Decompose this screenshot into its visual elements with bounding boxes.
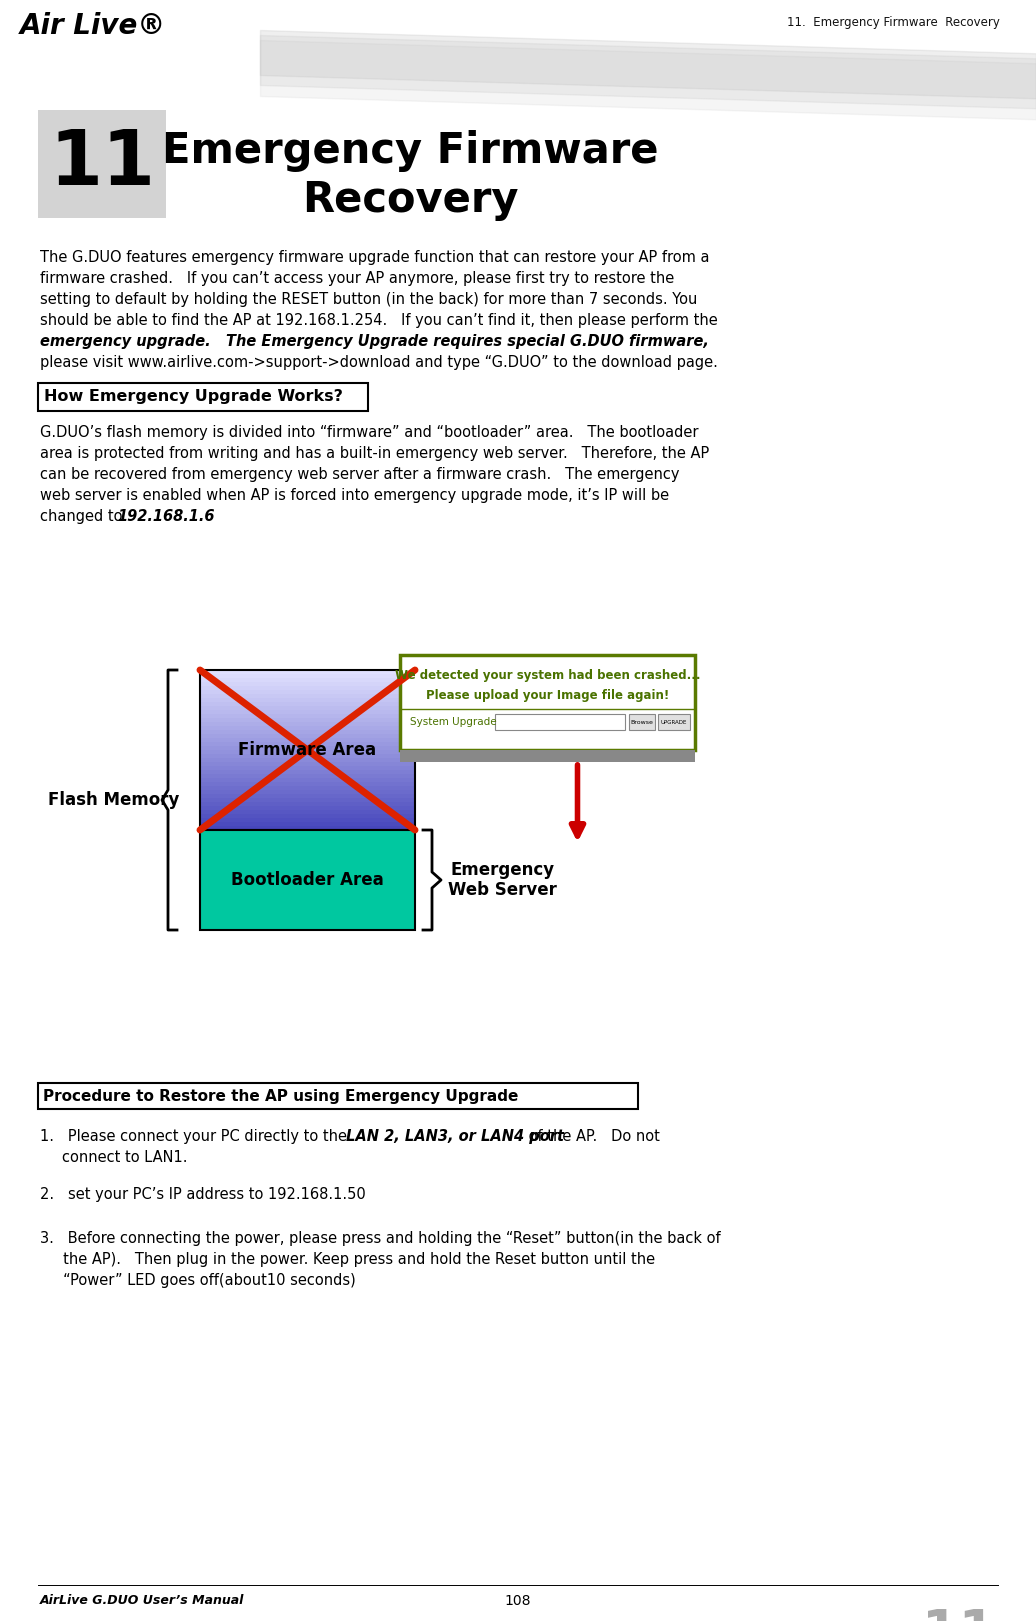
Text: UPGRADE: UPGRADE: [661, 720, 687, 725]
Bar: [200, 678, 415, 682]
Bar: [38, 110, 166, 217]
Bar: [200, 721, 415, 726]
Bar: [200, 798, 415, 802]
Bar: [200, 742, 415, 747]
Text: 3.   Before connecting the power, please press and holding the “Reset” button(in: 3. Before connecting the power, please p…: [40, 1230, 721, 1247]
Text: .: .: [192, 509, 197, 524]
Bar: [200, 830, 415, 930]
Text: 11: 11: [922, 1606, 996, 1621]
Text: LAN 2, LAN3, or LAN4 port: LAN 2, LAN3, or LAN4 port: [346, 1128, 564, 1144]
Text: Flash Memory: Flash Memory: [48, 791, 179, 809]
Text: Firmware Area: Firmware Area: [238, 741, 376, 759]
Bar: [200, 691, 415, 694]
Bar: [200, 822, 415, 827]
Bar: [38, 383, 368, 412]
Text: please visit www.airlive.com->support->download and type “G.DUO” to the download: please visit www.airlive.com->support->d…: [40, 355, 718, 370]
Text: Procedure to Restore the AP using Emergency Upgrade: Procedure to Restore the AP using Emerge…: [44, 1088, 518, 1104]
Text: 192.168.1.6: 192.168.1.6: [117, 509, 214, 524]
Bar: [200, 754, 415, 759]
Bar: [200, 762, 415, 767]
Bar: [629, 713, 655, 729]
Text: of the AP.   Do not: of the AP. Do not: [524, 1128, 660, 1144]
Text: Air Live®: Air Live®: [20, 11, 166, 41]
Bar: [200, 729, 415, 734]
Text: web server is enabled when AP is forced into emergency upgrade mode, it’s IP wil: web server is enabled when AP is forced …: [40, 488, 669, 503]
Bar: [400, 655, 695, 751]
Bar: [200, 707, 415, 710]
Text: The G.DUO features emergency firmware upgrade function that can restore your AP : The G.DUO features emergency firmware up…: [40, 250, 710, 264]
Bar: [400, 751, 695, 762]
Text: the AP).   Then plug in the power. Keep press and hold the Reset button until th: the AP). Then plug in the power. Keep pr…: [40, 1251, 655, 1268]
Bar: [200, 781, 415, 786]
Bar: [200, 770, 415, 775]
Bar: [200, 682, 415, 687]
Bar: [200, 699, 415, 702]
Bar: [200, 806, 415, 810]
Text: “Power” LED goes off(about10 seconds): “Power” LED goes off(about10 seconds): [40, 1272, 355, 1289]
Text: Please upload your Image file again!: Please upload your Image file again!: [426, 689, 669, 702]
Bar: [200, 694, 415, 699]
Bar: [200, 759, 415, 762]
Text: can be recovered from emergency web server after a firmware crash.   The emergen: can be recovered from emergency web serv…: [40, 467, 680, 481]
Bar: [200, 794, 415, 799]
Bar: [200, 814, 415, 819]
Text: should be able to find the AP at 192.168.1.254.   If you can’t find it, then ple: should be able to find the AP at 192.168…: [40, 313, 718, 327]
Text: Browse: Browse: [631, 720, 654, 725]
Bar: [200, 746, 415, 751]
Text: Emergency Firmware
Recovery: Emergency Firmware Recovery: [162, 130, 658, 220]
Text: AirLive G.DUO User’s Manual: AirLive G.DUO User’s Manual: [40, 1595, 244, 1608]
Text: 1.   Please connect your PC directly to the: 1. Please connect your PC directly to th…: [40, 1128, 351, 1144]
Bar: [200, 789, 415, 794]
Text: setting to default by holding the RESET button (in the back) for more than 7 sec: setting to default by holding the RESET …: [40, 292, 697, 306]
Bar: [200, 686, 415, 691]
Bar: [495, 713, 625, 729]
Bar: [200, 751, 415, 754]
Text: G.DUO’s flash memory is divided into “firmware” and “bootloader” area.   The boo: G.DUO’s flash memory is divided into “fi…: [40, 425, 698, 439]
Text: changed to: changed to: [40, 509, 127, 524]
Bar: [200, 669, 415, 830]
Bar: [200, 802, 415, 807]
Text: 11: 11: [49, 126, 155, 201]
Bar: [200, 726, 415, 731]
Bar: [200, 734, 415, 739]
Bar: [200, 810, 415, 814]
Text: We detected your system had been crashed...: We detected your system had been crashed…: [395, 668, 700, 681]
Text: connect to LAN1.: connect to LAN1.: [62, 1149, 188, 1165]
Bar: [200, 674, 415, 679]
Text: area is protected from writing and has a built-in emergency web server.   Theref: area is protected from writing and has a…: [40, 446, 710, 460]
Text: Emergency
Web Server: Emergency Web Server: [448, 861, 557, 900]
Bar: [200, 669, 415, 674]
Bar: [200, 773, 415, 778]
Bar: [38, 1083, 638, 1109]
Bar: [200, 767, 415, 770]
Bar: [200, 713, 415, 718]
Text: 11.  Emergency Firmware  Recovery: 11. Emergency Firmware Recovery: [787, 16, 1000, 29]
Text: Bootloader Area: Bootloader Area: [231, 870, 384, 888]
Bar: [200, 778, 415, 783]
Text: emergency upgrade.   The Emergency Upgrade requires special G.DUO firmware,: emergency upgrade. The Emergency Upgrade…: [40, 334, 709, 349]
Text: System Upgrade: System Upgrade: [410, 716, 496, 726]
Bar: [200, 718, 415, 723]
Bar: [658, 713, 690, 729]
Text: 108: 108: [505, 1593, 531, 1608]
Bar: [200, 738, 415, 742]
Bar: [200, 819, 415, 822]
Bar: [200, 702, 415, 707]
Bar: [200, 786, 415, 791]
Bar: [200, 710, 415, 715]
Text: firmware crashed.   If you can’t access your AP anymore, please first try to res: firmware crashed. If you can’t access yo…: [40, 271, 674, 285]
Text: 2.   set your PC’s IP address to 192.168.1.50: 2. set your PC’s IP address to 192.168.1…: [40, 1187, 366, 1203]
Bar: [200, 827, 415, 830]
Text: How Emergency Upgrade Works?: How Emergency Upgrade Works?: [44, 389, 343, 405]
